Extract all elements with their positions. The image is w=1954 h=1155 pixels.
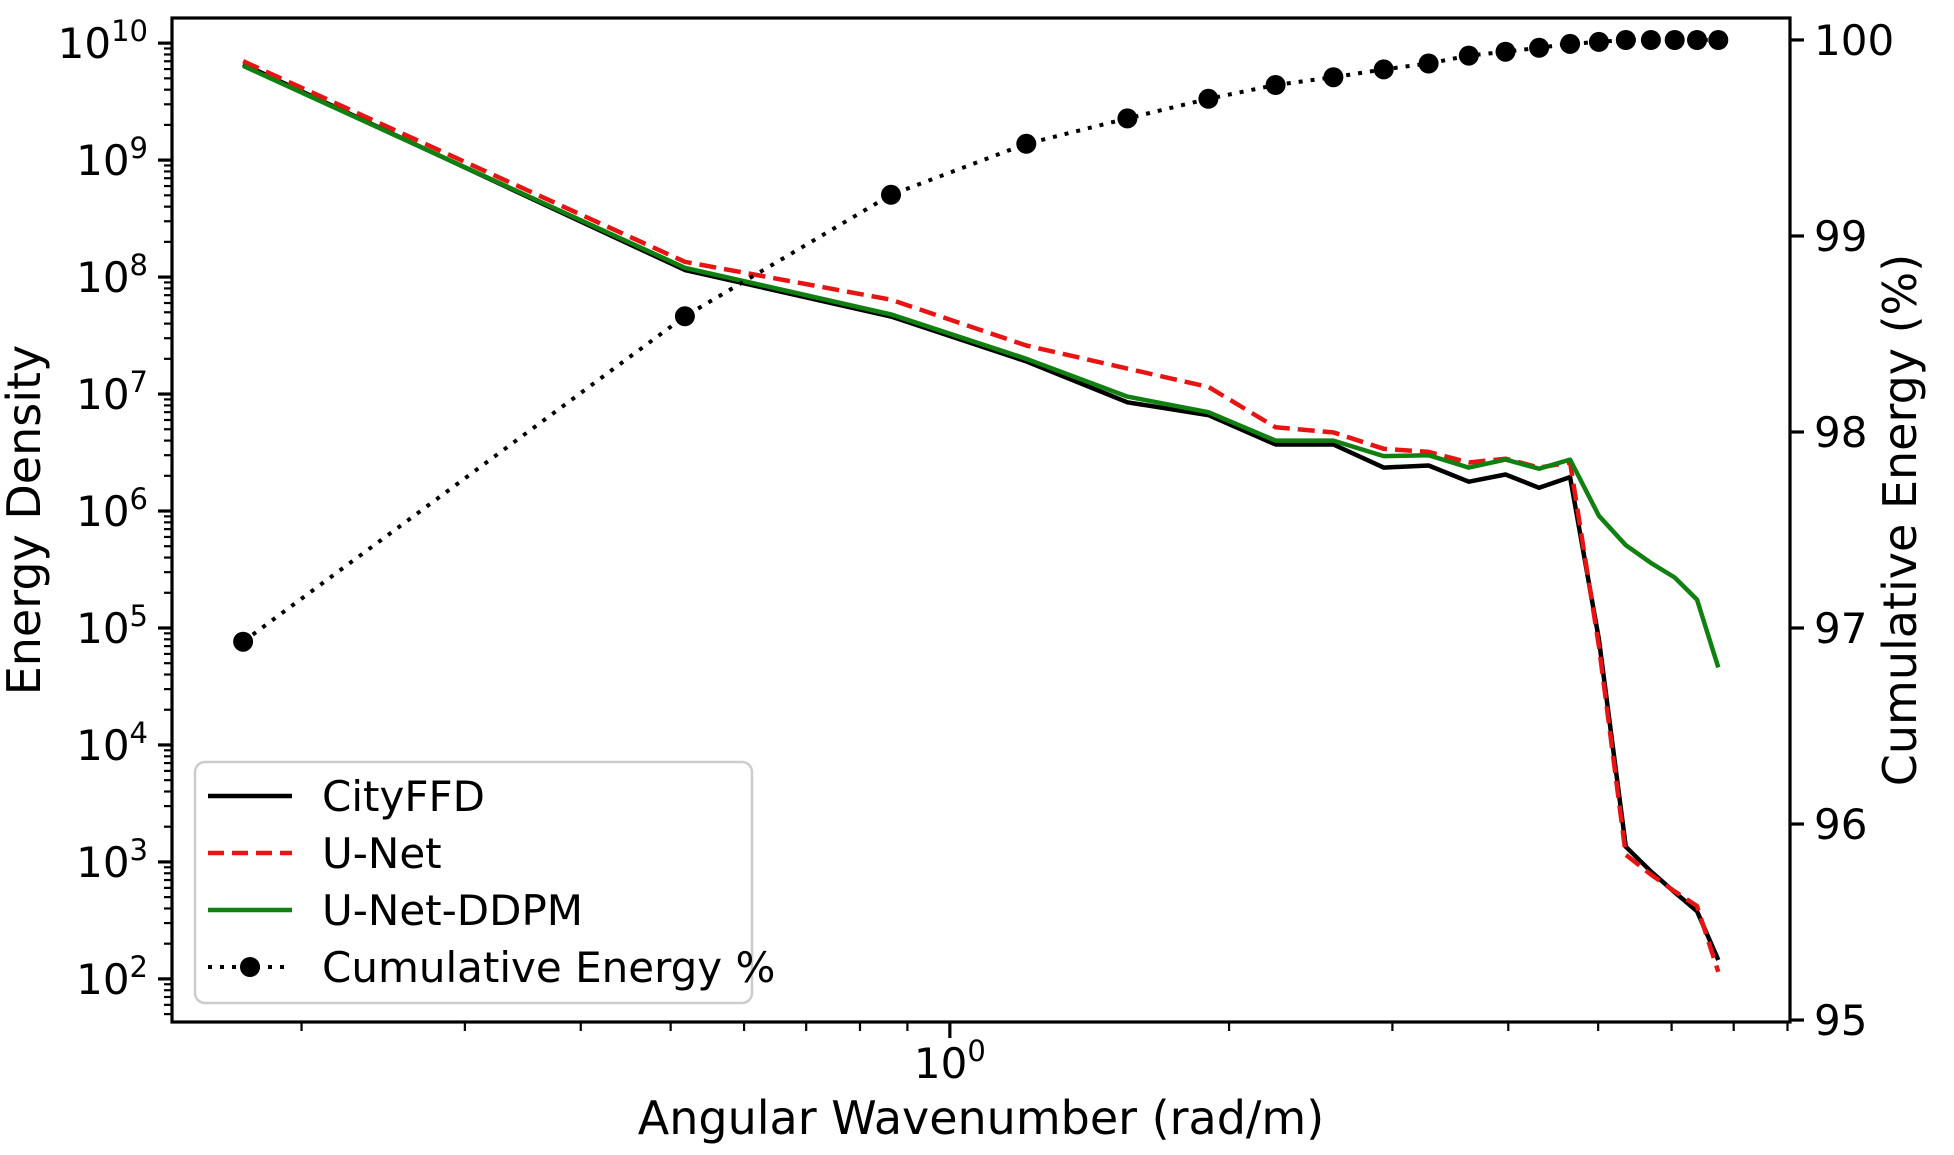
y-right-tick-label: 95: [1814, 996, 1867, 1045]
y-left-tick-label: 104: [76, 716, 148, 770]
plot-series: [233, 30, 1729, 973]
y-left-tick-label: 106: [76, 482, 148, 536]
series-line-u-net: [242, 59, 1721, 973]
data-point-marker: [1458, 45, 1479, 66]
y-right-tick-label: 97: [1814, 604, 1867, 653]
y-right-tick-label: 98: [1814, 408, 1867, 457]
data-point-marker: [1664, 30, 1685, 50]
data-point-marker: [1117, 108, 1138, 129]
legend: CityFFD U-Net U-Net-DDPM Cumulative Energy …: [193, 760, 775, 1005]
legend-item-cityffd: CityFFD: [208, 772, 485, 821]
y-axis-right: 95 96 97 98 99 100 Cumulative Energy (%): [1790, 16, 1927, 1045]
y-left-tick-label: 107: [76, 365, 148, 419]
data-point-marker: [1615, 30, 1636, 50]
y-left-axis-title: Energy Density: [0, 345, 51, 696]
legend-label: Cumulative Energy %: [322, 943, 775, 992]
x-tick-label: 100: [914, 1034, 986, 1088]
cumulative-markers: [233, 30, 1729, 652]
legend-label: CityFFD: [322, 772, 485, 821]
legend-item-u-net-ddpm: U-Net-DDPM: [208, 886, 583, 935]
data-point-marker: [1708, 30, 1729, 50]
y-right-axis-title: Cumulative Energy (%): [1873, 254, 1927, 786]
data-point-marker: [1687, 30, 1707, 50]
data-point-marker: [1373, 59, 1394, 80]
legend-label: U-Net-DDPM: [322, 886, 583, 935]
data-point-marker: [1198, 88, 1219, 109]
legend-item-u-net: U-Net: [208, 829, 442, 878]
y-left-tick-label: 105: [76, 599, 148, 653]
data-point-marker: [1560, 33, 1581, 54]
data-point-marker: [1495, 41, 1516, 62]
y-left-tick-label: 103: [76, 833, 148, 887]
axes: [170, 16, 1792, 1024]
plot-border: [170, 16, 1792, 1024]
series-line-cumulative-energy-: [241, 38, 1719, 644]
data-point-marker: [881, 184, 901, 205]
legend-label: U-Net: [322, 829, 442, 878]
legend-sample-marker: [240, 957, 260, 977]
y-left-tick-label: 102: [76, 950, 148, 1004]
data-point-marker: [674, 306, 695, 327]
y-axis-left: 102 103 104 105 106 107 108 109 1010 Energy Densi…: [0, 14, 172, 1016]
legend-box: [193, 760, 754, 1005]
x-axis-title: Angular Wavenumber (rad/m): [638, 1091, 1324, 1145]
series-line-cityffd: [242, 62, 1721, 961]
y-left-tick-label: 1010: [58, 14, 148, 68]
y-right-tick-label: 96: [1814, 800, 1867, 849]
y-left-tick-label: 108: [76, 248, 148, 302]
data-point-marker: [1529, 37, 1550, 58]
data-point-marker: [1640, 30, 1661, 50]
y-left-tick-label: 109: [76, 131, 148, 185]
data-point-marker: [1588, 31, 1609, 52]
series-line-u-net-ddpm: [242, 63, 1721, 669]
data-point-marker: [1265, 75, 1286, 95]
data-point-marker: [233, 631, 254, 652]
legend-item-cumulative-energy-: Cumulative Energy %: [208, 943, 775, 992]
data-point-marker: [1418, 53, 1439, 74]
y-right-tick-label: 100: [1814, 16, 1894, 65]
data-point-marker: [1323, 67, 1344, 88]
y-right-tick-label: 99: [1814, 212, 1867, 261]
data-point-marker: [1016, 133, 1037, 154]
